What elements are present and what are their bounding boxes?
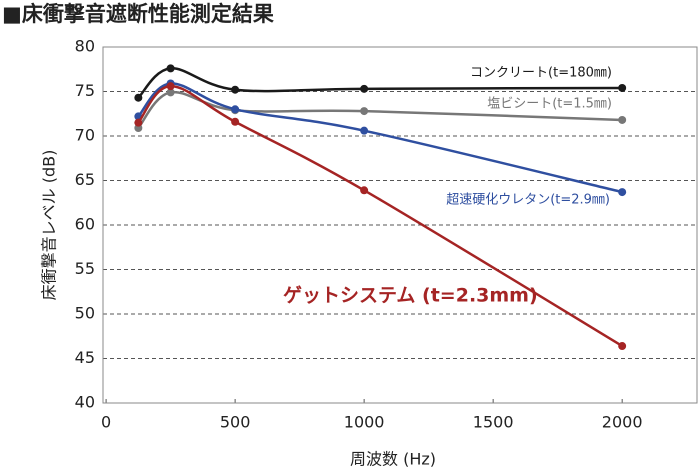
plot-frame: [102, 46, 698, 404]
data-point: [360, 107, 369, 116]
x-tick-label: 1000: [344, 413, 385, 432]
y-tick-label: 65: [75, 170, 95, 189]
y-tick-label: 70: [75, 126, 95, 145]
data-point: [134, 118, 143, 127]
data-point: [166, 88, 175, 97]
y-tick-label: 50: [75, 304, 95, 323]
x-tick-label: 500: [220, 413, 251, 432]
y-tick-label: 45: [75, 348, 95, 367]
series-label: ゲットシステム (t=2.3mm): [283, 285, 538, 307]
data-point: [360, 186, 369, 195]
data-point: [231, 117, 240, 126]
data-point: [618, 83, 627, 92]
series-line: [137, 84, 623, 348]
series-label: コンクリート(t=180㎜): [470, 66, 612, 81]
data-point: [166, 82, 175, 91]
y-tick-label: 60: [75, 215, 95, 234]
series-label: 超速硬化ウレタン(t=2.9㎜): [446, 193, 610, 208]
chart-title: ■床衝撃音遮断性能測定結果: [2, 2, 274, 26]
x-tick-label: 0: [101, 413, 111, 432]
data-point: [618, 115, 627, 124]
y-tick-label: 55: [75, 259, 95, 278]
data-point: [134, 93, 143, 102]
y-tick-label: 80: [75, 37, 95, 56]
series-label: 塩ビシート(t=1.5㎜): [487, 97, 612, 112]
y-axis-label: 床衝撃音レベル (dB): [40, 150, 59, 301]
data-point: [231, 85, 240, 94]
data-point: [166, 64, 175, 73]
x-axis-label: 周波数 (Hz): [350, 450, 436, 469]
data-point: [618, 342, 627, 351]
data-point: [360, 126, 369, 135]
x-tick-label: 2000: [602, 413, 643, 432]
data-point: [618, 188, 627, 197]
y-tick-label: 75: [75, 81, 95, 100]
data-point: [360, 84, 369, 93]
x-tick-label: 1500: [473, 413, 514, 432]
data-point: [231, 105, 240, 114]
y-tick-label: 40: [75, 393, 95, 412]
